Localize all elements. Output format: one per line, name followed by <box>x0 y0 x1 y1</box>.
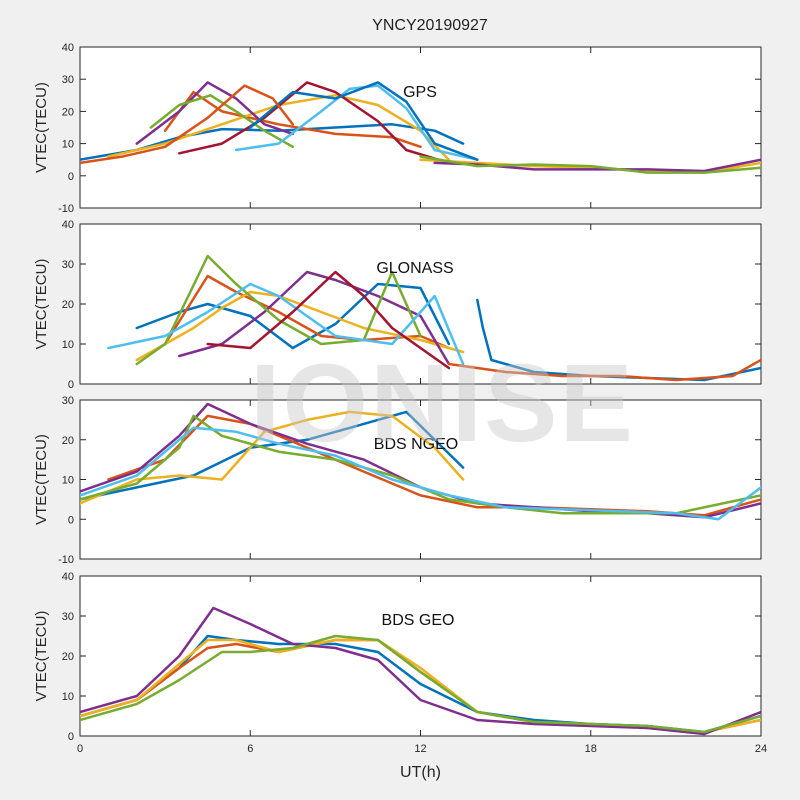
series-line-4 <box>135 254 422 366</box>
figure-title: YNCY20190927 <box>372 17 488 34</box>
panel-label: GLONASS <box>376 260 453 277</box>
y-tick-label: 40 <box>62 42 74 54</box>
y-tick-label: 10 <box>62 339 74 351</box>
y-tick-label: 10 <box>62 691 74 703</box>
y-tick-label: 30 <box>62 611 74 623</box>
y-tick-label: 20 <box>62 106 74 118</box>
plot-area <box>79 575 762 737</box>
series-line-6 <box>178 81 451 165</box>
series-line-1 <box>163 274 451 350</box>
y-tick-label: 0 <box>68 514 74 526</box>
y-tick-label: 20 <box>62 299 74 311</box>
panel-label: BDS GEO <box>382 612 455 629</box>
panel-2: -10 0 10 20 30 VTEC(TECU) BDS NGEO <box>33 395 762 566</box>
y-tick-label: 10 <box>62 475 74 487</box>
y-tick-label: 20 <box>62 651 74 663</box>
panel-label: GPS <box>403 84 437 101</box>
y-tick-label: 30 <box>62 259 74 271</box>
x-tick-label: 18 <box>585 743 597 755</box>
x-tick-label: 0 <box>77 743 83 755</box>
y-tick-label: 30 <box>62 74 74 86</box>
series-line-3 <box>135 81 295 145</box>
series-line-6 <box>206 270 451 370</box>
y-tick-label: 0 <box>68 379 74 391</box>
series-line-3 <box>80 606 761 736</box>
series-line-5 <box>107 282 465 366</box>
series-line-4 <box>80 634 761 734</box>
series-line-5 <box>80 426 761 521</box>
series-line-10 <box>433 158 761 173</box>
series-line-2 <box>80 410 465 505</box>
series-line-0 <box>135 282 451 350</box>
series-line-7 <box>249 81 479 161</box>
y-tick-label: 40 <box>62 571 74 583</box>
series-line-8 <box>447 358 761 382</box>
series-group <box>80 606 761 736</box>
y-tick-label: -10 <box>58 203 74 215</box>
series-line-3 <box>178 270 451 366</box>
plot-area <box>79 223 762 385</box>
y-tick-label: 0 <box>68 171 74 183</box>
panel-3: 0 10 20 30 40 0 6 12 18 24 VTEC(TECU) UT(h) BDS GEO <box>33 571 767 781</box>
panels: -10 0 10 20 30 40 VTEC(TECU) GPS 0 10 20 30 40 VTEC(T… <box>33 42 767 781</box>
x-axis-label: UT(h) <box>400 764 441 781</box>
y-tick-label: 0 <box>68 731 74 743</box>
panel-1: 0 10 20 30 40 VTEC(TECU) GLONASS <box>33 219 762 391</box>
panel-label: BDS NGEO <box>374 436 458 453</box>
y-axis-label: VTEC(TECU) <box>33 82 50 173</box>
panel-0: -10 0 10 20 30 40 VTEC(TECU) GPS <box>33 42 762 215</box>
y-tick-label: 20 <box>62 435 74 447</box>
x-tick-label: 12 <box>414 743 426 755</box>
x-tick-label: 24 <box>755 743 767 755</box>
x-tick-label: 6 <box>247 743 253 755</box>
series-group <box>107 254 761 382</box>
y-axis-label: VTEC(TECU) <box>33 259 50 350</box>
series-line-8 <box>80 84 295 165</box>
plot-area <box>79 399 762 560</box>
y-tick-label: 30 <box>62 395 74 407</box>
series-group <box>80 402 761 521</box>
series-group <box>80 81 761 174</box>
y-axis-label: VTEC(TECU) <box>33 611 50 702</box>
y-tick-label: 10 <box>62 139 74 151</box>
y-tick-label: -10 <box>58 554 74 566</box>
y-tick-label: 40 <box>62 219 74 231</box>
series-line-11 <box>419 155 761 174</box>
y-axis-label: VTEC(TECU) <box>33 434 50 525</box>
